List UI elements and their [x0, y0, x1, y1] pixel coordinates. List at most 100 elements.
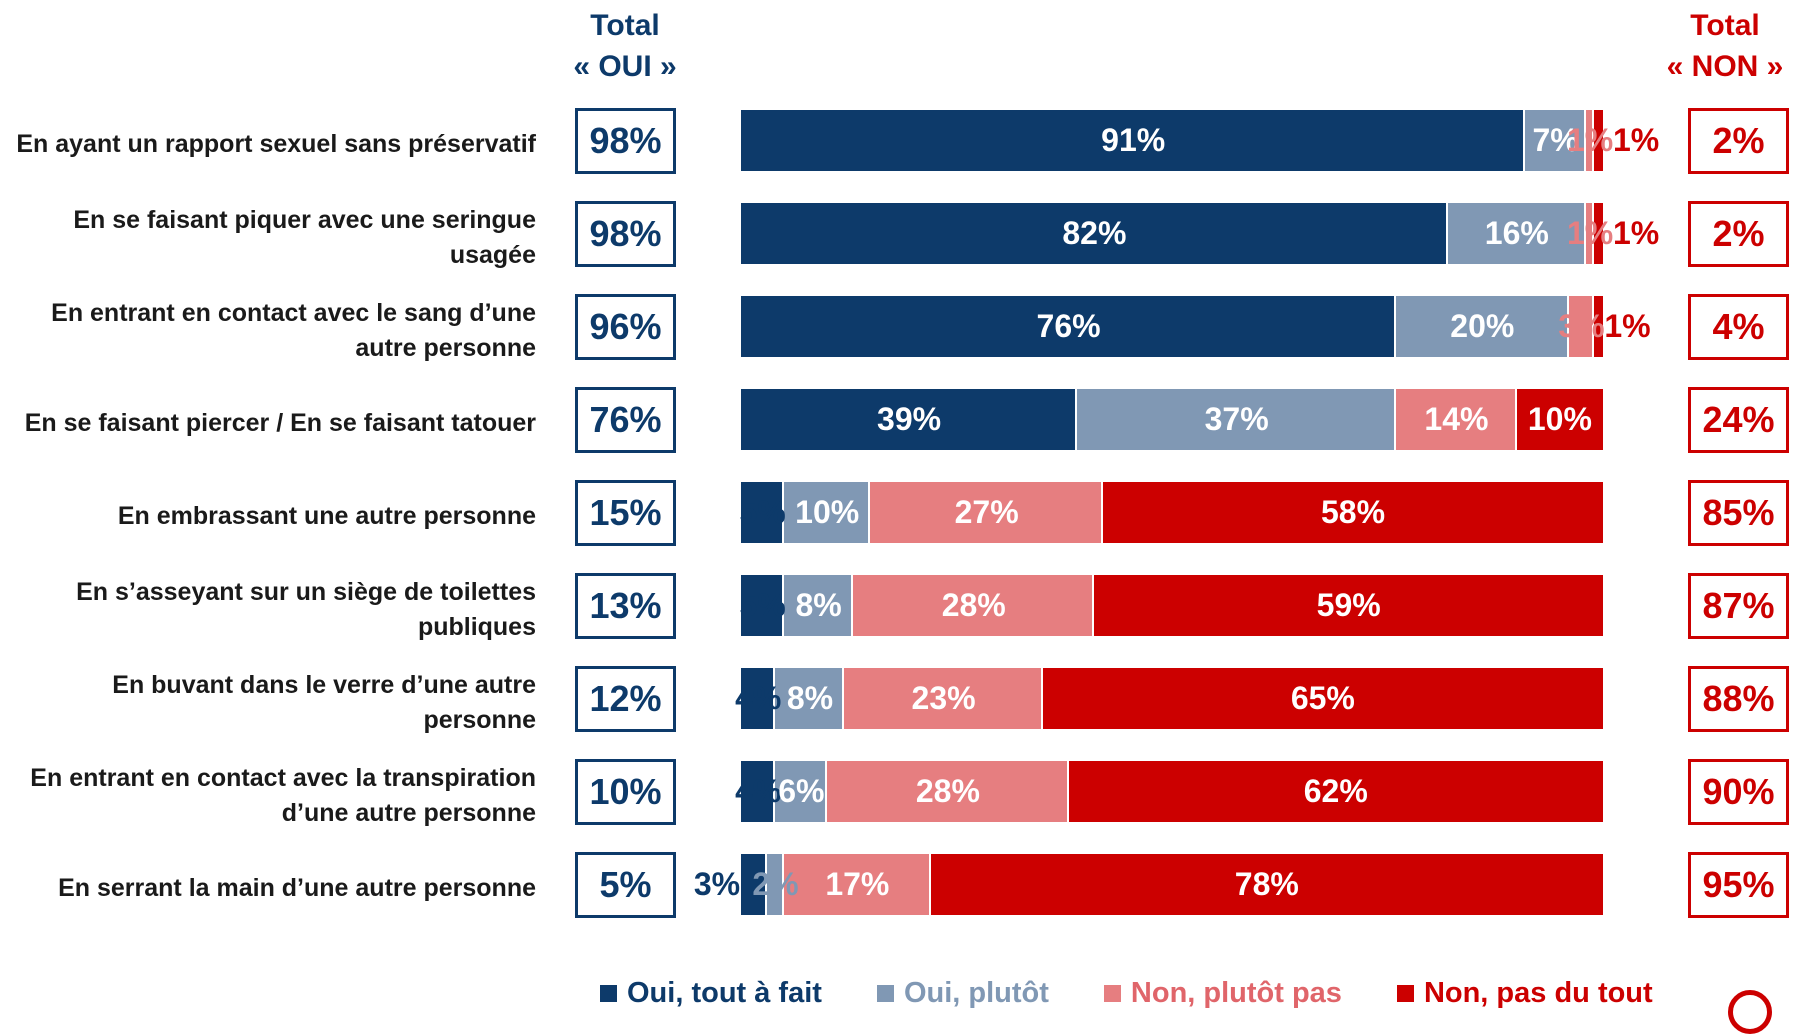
category-label: En s’asseyant sur un siège de toilettes …: [76, 577, 536, 641]
brand-logo-fragment: [1728, 990, 1772, 1034]
bar-segment: [741, 575, 785, 636]
data-label: 1%: [1566, 122, 1614, 158]
data-label: 28%: [941, 587, 1006, 623]
chart-row: En entrant en contact avec la transpirat…: [0, 749, 1801, 842]
bar-segment: [1568, 296, 1595, 357]
bar-segment: [766, 854, 785, 915]
total-oui-header-line2: « OUI »: [573, 50, 677, 83]
data-label: 58%: [1320, 494, 1386, 530]
total-oui-header-line1: Total: [590, 9, 660, 42]
category-label: En ayant un rapport sexuel sans préserva…: [16, 130, 536, 158]
total-non-header: Total « NON »: [1650, 5, 1800, 87]
bar-segment: [1447, 203, 1586, 264]
bar-segment: [1525, 110, 1586, 171]
legend-swatch: [600, 984, 617, 1002]
bar-segment: [784, 854, 931, 915]
legend-item: Oui, tout à fait: [600, 975, 822, 1011]
chart-row: En entrant en contact avec le sang d’une…: [0, 284, 1801, 377]
bar-segment: [1516, 389, 1603, 450]
data-label: 37%: [1204, 401, 1269, 437]
bar-segment: [1396, 389, 1517, 450]
category-label: En embrassant une autre personne: [117, 502, 536, 530]
data-label: 10%: [1527, 401, 1592, 437]
data-label: 2%: [752, 866, 799, 902]
bar-segment: [741, 854, 767, 915]
data-label: 59%: [1316, 587, 1381, 623]
legend-label: Non, pas du tout: [1423, 977, 1653, 1009]
bar-segment: [870, 482, 1104, 543]
bar-segment: [1585, 110, 1595, 171]
legend-item: Non, plutôt pas: [1103, 975, 1342, 1011]
data-label: 1%: [1604, 308, 1651, 344]
stacked-bar: [741, 854, 1603, 915]
bar-segment: [844, 668, 1043, 729]
total-non-value: 2%: [1688, 201, 1789, 267]
category-label: En se faisant piquer avec une seringue u…: [73, 205, 536, 269]
category-label: En entrant en contact avec la transpirat…: [30, 763, 536, 827]
total-non-value: 95%: [1688, 852, 1789, 918]
bar-segment: [741, 110, 1526, 171]
legend-label: Oui, tout à fait: [627, 977, 822, 1009]
legend-item: Oui, plutôt: [876, 975, 1049, 1011]
stacked-bar: [741, 482, 1603, 543]
chart-row: En embrassant une autre personne 15% 85% 5%…: [0, 470, 1801, 563]
bar-segment: [784, 575, 854, 636]
bar-segment: [1594, 110, 1603, 171]
stacked-bar-chart: En ayant un rapport sexuel sans préserva…: [0, 98, 1801, 918]
bar-segment: [1594, 296, 1603, 357]
chart-row: En se faisant piquer avec une seringue u…: [0, 191, 1801, 284]
data-label: 78%: [1234, 866, 1299, 902]
data-label: 10%: [795, 494, 860, 530]
data-label: 16%: [1484, 215, 1549, 251]
data-label: 8%: [786, 680, 834, 716]
data-label: 76%: [1036, 308, 1101, 344]
stacked-bar: [741, 296, 1603, 357]
bar-segment: [741, 761, 776, 822]
total-oui-value: 12%: [575, 666, 676, 732]
bar-segment: [1077, 389, 1397, 450]
data-label: 39%: [877, 401, 942, 437]
total-non-value: 24%: [1688, 387, 1789, 453]
total-oui-value: 10%: [575, 759, 676, 825]
data-label: 1%: [1566, 215, 1614, 251]
bar-segment: [1396, 296, 1569, 357]
total-oui-value: 76%: [575, 387, 676, 453]
bar-segment: [775, 761, 828, 822]
total-non-header-line2: « NON »: [1666, 50, 1784, 83]
legend-item: Non, pas du tout: [1396, 975, 1653, 1011]
chart-row: En buvant dans le verre d’une autre pers…: [0, 656, 1801, 749]
total-non-value: 87%: [1688, 573, 1789, 639]
bar-segment: [1068, 761, 1603, 822]
bar-segment: [853, 575, 1095, 636]
data-label: 17%: [825, 866, 890, 902]
data-label: 91%: [1101, 122, 1166, 158]
chart-row: En s’asseyant sur un siège de toilettes …: [0, 563, 1801, 656]
legend-label: Oui, plutôt: [903, 977, 1049, 1009]
data-label: 1%: [1612, 122, 1660, 158]
total-non-value: 2%: [1688, 108, 1789, 174]
data-label: 27%: [954, 494, 1019, 530]
bar-segment: [827, 761, 1069, 822]
data-label: 7%: [1532, 122, 1579, 158]
chart-row: En se faisant piercer / En se faisant ta…: [0, 377, 1801, 470]
data-label: 5%: [739, 494, 786, 530]
category-label: En entrant en contact avec le sang d’une…: [51, 298, 536, 362]
data-label: 20%: [1450, 308, 1515, 344]
bar-segment: [741, 668, 776, 729]
data-label: 62%: [1303, 773, 1368, 809]
bar-segment: [1594, 203, 1603, 264]
total-oui-value: 96%: [575, 294, 676, 360]
bar-segment: [741, 203, 1448, 264]
total-oui-value: 13%: [575, 573, 676, 639]
legend-swatch: [876, 984, 894, 1002]
chart-row: En ayant un rapport sexuel sans préserva…: [0, 98, 1801, 191]
category-label: En serrant la main d’une autre personne: [58, 874, 536, 902]
bar-segment: [1042, 668, 1603, 729]
data-label: 3%: [693, 866, 741, 902]
data-label: 65%: [1290, 680, 1355, 716]
data-label: 5%: [739, 587, 786, 623]
legend-swatch: [1103, 984, 1121, 1002]
data-label: 4%: [735, 680, 782, 716]
total-oui-header: Total « OUI »: [555, 5, 695, 87]
chart-legend: Oui, tout à fait Oui, plutôt Non, plutôt p…: [600, 975, 1653, 1011]
